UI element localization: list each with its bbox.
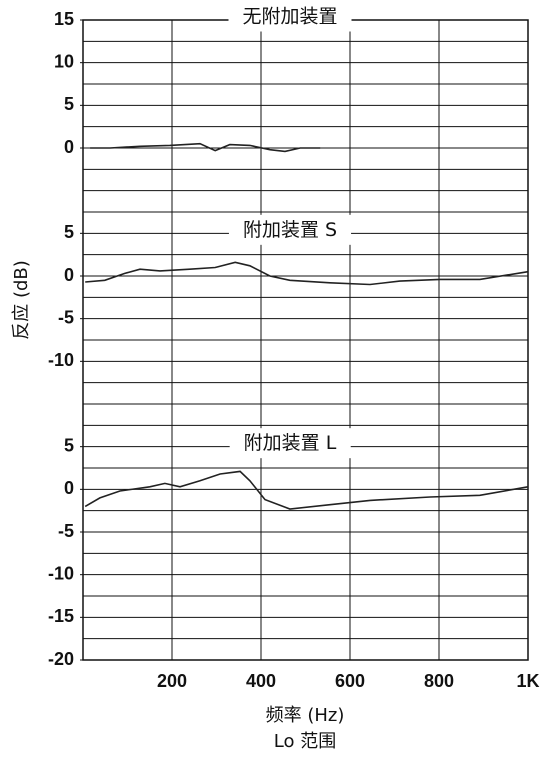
x-tick-label: 200: [157, 671, 187, 691]
y-tick-label: 15: [54, 9, 74, 29]
y-tick-label: -5: [58, 521, 74, 541]
title-background: [228, 1, 352, 32]
title-background: [229, 428, 351, 459]
y-axis-label: 反应 (dB): [11, 260, 32, 340]
y-tick-label: -20: [48, 649, 74, 669]
y-tick-label: -10: [48, 563, 74, 583]
y-tick-label: 5: [64, 222, 74, 242]
x-tick-label: 800: [424, 671, 454, 691]
panel-title: 无附加装置: [242, 6, 337, 28]
x-tick-label: 400: [246, 671, 276, 691]
y-tick-label: -10: [48, 350, 74, 370]
panel-title: 附加装置 S: [243, 219, 337, 241]
data-line: [90, 142, 321, 153]
x-tick-label: 1K: [516, 671, 539, 691]
y-tick-label: -15: [48, 606, 74, 626]
title-background: [228, 214, 352, 245]
y-tick-label: 0: [64, 265, 74, 285]
y-tick-label: -5: [58, 307, 74, 327]
data-line: [84, 470, 529, 510]
y-tick-label: 5: [64, 94, 74, 114]
x-tick-label: 600: [335, 671, 365, 691]
data-line: [85, 261, 529, 286]
x-axis-sublabel: Lo 范围: [274, 731, 336, 752]
y-tick-label: 10: [54, 51, 74, 71]
y-tick-label: 0: [64, 478, 74, 498]
y-tick-label: 0: [64, 137, 74, 157]
x-axis-label: 频率 (Hz): [266, 705, 345, 726]
panel-title: 附加装置 L: [244, 432, 337, 454]
y-tick-label: 5: [64, 435, 74, 455]
